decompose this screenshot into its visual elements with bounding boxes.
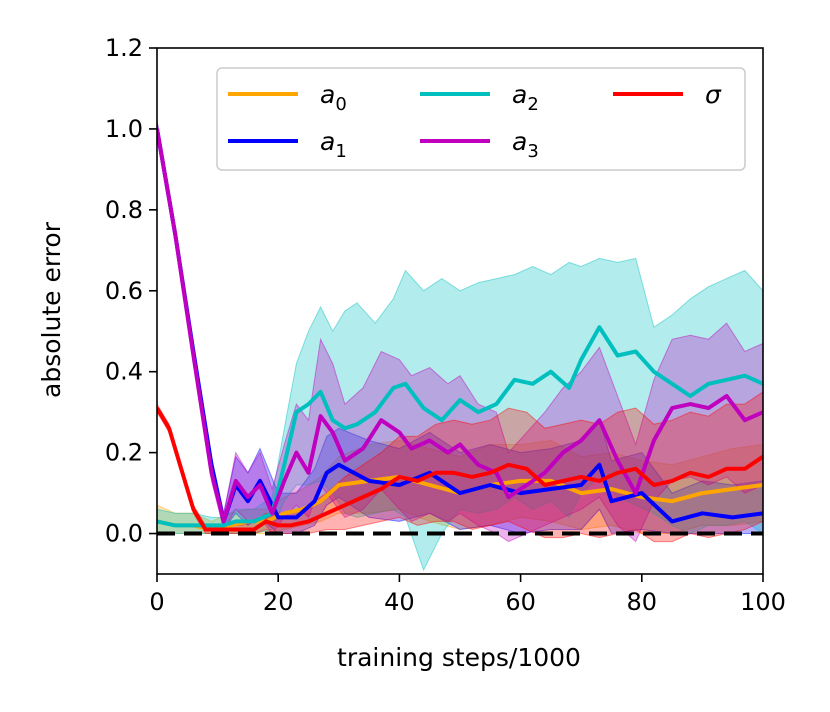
plot-frame [156,47,764,575]
x-tick-label: 100 [740,588,786,616]
y-tick-label: 0.0 [105,520,143,548]
y-tick-label: 0.4 [105,358,143,386]
band-a0 [157,439,763,534]
y-tick-label: 1.2 [105,34,143,62]
y-tick-label: 0.6 [105,277,143,305]
y-tick-label: 0.8 [105,196,143,224]
x-tick-label: 60 [505,588,536,616]
legend-box [216,67,746,171]
y-axis: 0.0 0.2 0.4 0.6 0.8 1.0 1.2 [105,34,157,548]
x-tick-label: 20 [263,588,294,616]
x-tick-label: 80 [627,588,658,616]
series-lines [157,128,763,532]
y-tick-label: 0.2 [105,439,143,467]
band-a2 [157,257,763,572]
line-sigma [157,407,763,532]
legend-label-sigma: σ [705,80,722,109]
line-a3 [157,128,763,524]
line-a2 [157,325,763,528]
x-tick-label: 0 [149,588,164,616]
x-tick-label: 40 [384,588,415,616]
x-axis-label: training steps/1000 [337,643,581,672]
y-tick-label: 1.0 [105,115,143,143]
x-axis: 0 20 40 60 80 100 [149,574,786,616]
y-axis-label: absolute error [37,221,66,398]
